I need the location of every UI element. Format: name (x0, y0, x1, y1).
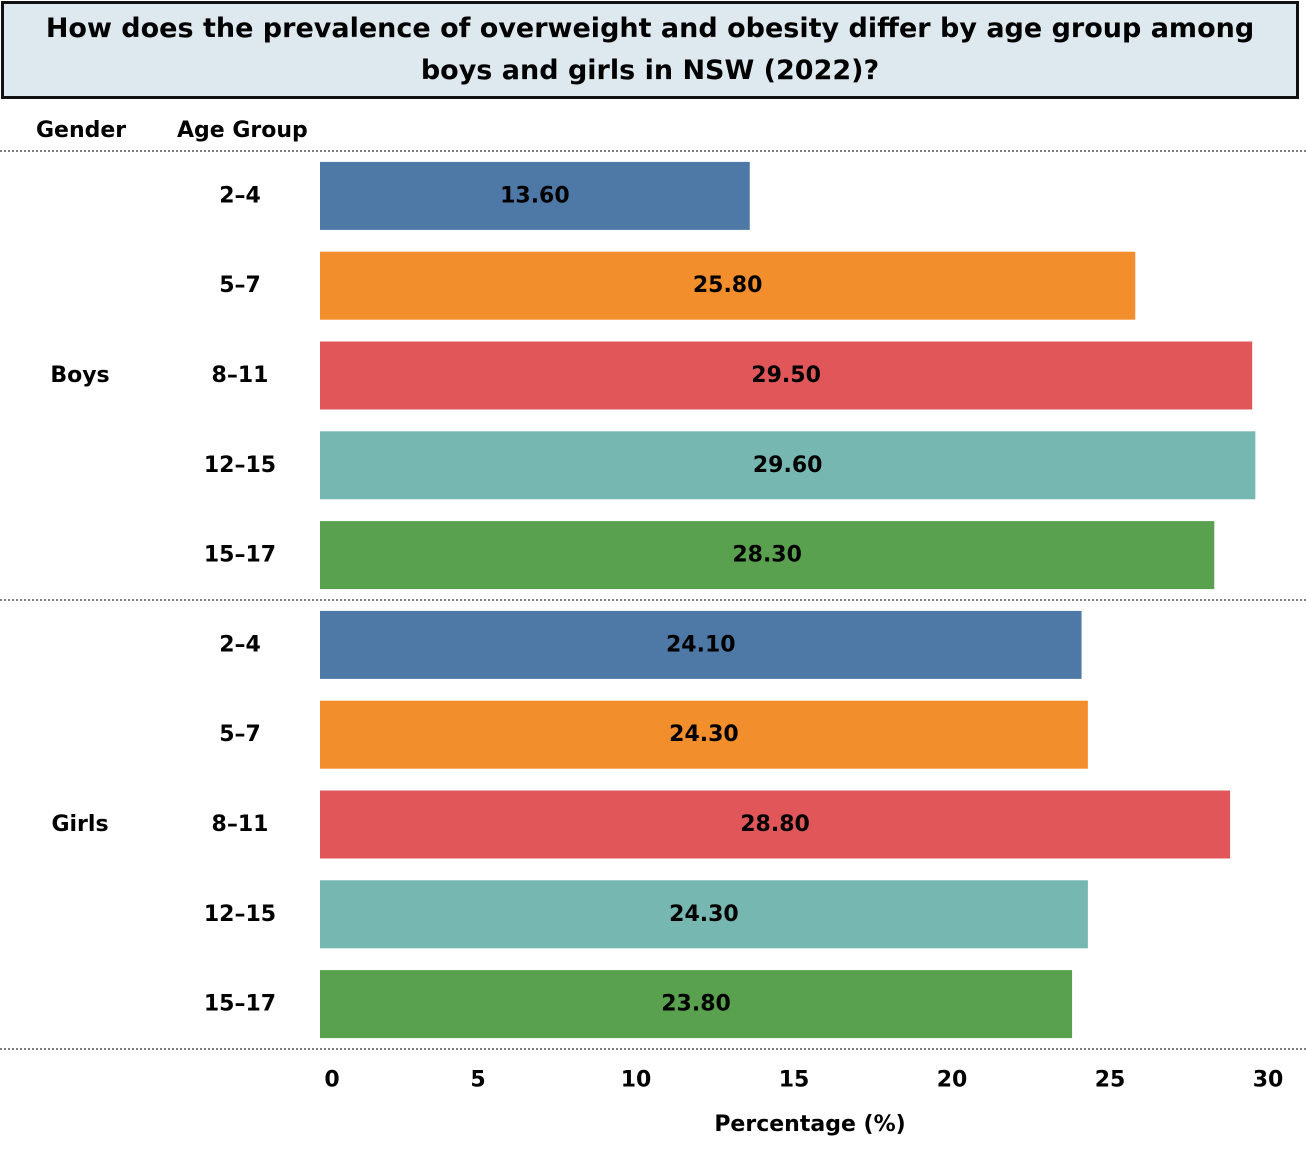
bar-value-label: 24.30 (669, 722, 739, 747)
bar (320, 251, 1136, 320)
x-tick-label: 10 (621, 1068, 652, 1093)
gender-column-header: Gender (36, 118, 127, 143)
bar (320, 161, 750, 230)
chart-title: How does the prevalence of overweight an… (45, 13, 1255, 86)
bar (320, 970, 1073, 1039)
bar-value-label: 29.60 (753, 453, 823, 478)
bar (320, 341, 1253, 410)
x-tick-label: 0 (324, 1068, 339, 1093)
age-group-label: 5–7 (219, 273, 261, 298)
age-group-label: 12–15 (204, 902, 276, 927)
age-group-label: 8–11 (212, 812, 269, 837)
bar-value-label: 28.30 (732, 543, 802, 568)
age-group-label: 5–7 (219, 722, 261, 747)
bar (320, 880, 1088, 949)
x-tick-label: 20 (937, 1068, 968, 1093)
bar (320, 431, 1256, 500)
bar-value-label: 29.50 (751, 363, 821, 388)
bar-value-label: 13.60 (500, 183, 570, 208)
chart-title-box: How does the prevalence of overweight an… (1, 1, 1299, 99)
x-axis-label: Percentage (%) (714, 1112, 906, 1137)
age-group-label: 2–4 (219, 632, 261, 657)
age-group-column-header: Age Group (177, 118, 308, 143)
bar-value-label: 23.80 (661, 992, 731, 1017)
age-group-label: 15–17 (204, 992, 276, 1017)
bar-value-label: 24.30 (669, 902, 739, 927)
x-tick-label: 25 (1095, 1068, 1126, 1093)
gender-label: Boys (50, 363, 109, 388)
age-group-label: 2–4 (219, 183, 261, 208)
gender-label: Girls (51, 812, 108, 837)
bar (320, 790, 1231, 859)
age-group-label: 12–15 (204, 453, 276, 478)
bar-value-label: 28.80 (740, 812, 810, 837)
bar-value-label: 24.10 (666, 632, 736, 657)
x-tick-label: 5 (470, 1068, 485, 1093)
x-tick-label: 15 (779, 1068, 810, 1093)
bar-value-label: 25.80 (693, 273, 763, 298)
age-group-label: 15–17 (204, 543, 276, 568)
age-group-label: 8–11 (212, 363, 269, 388)
x-tick-label: 30 (1253, 1068, 1284, 1093)
bar (320, 700, 1088, 769)
bar (320, 521, 1215, 590)
bar (320, 610, 1082, 679)
